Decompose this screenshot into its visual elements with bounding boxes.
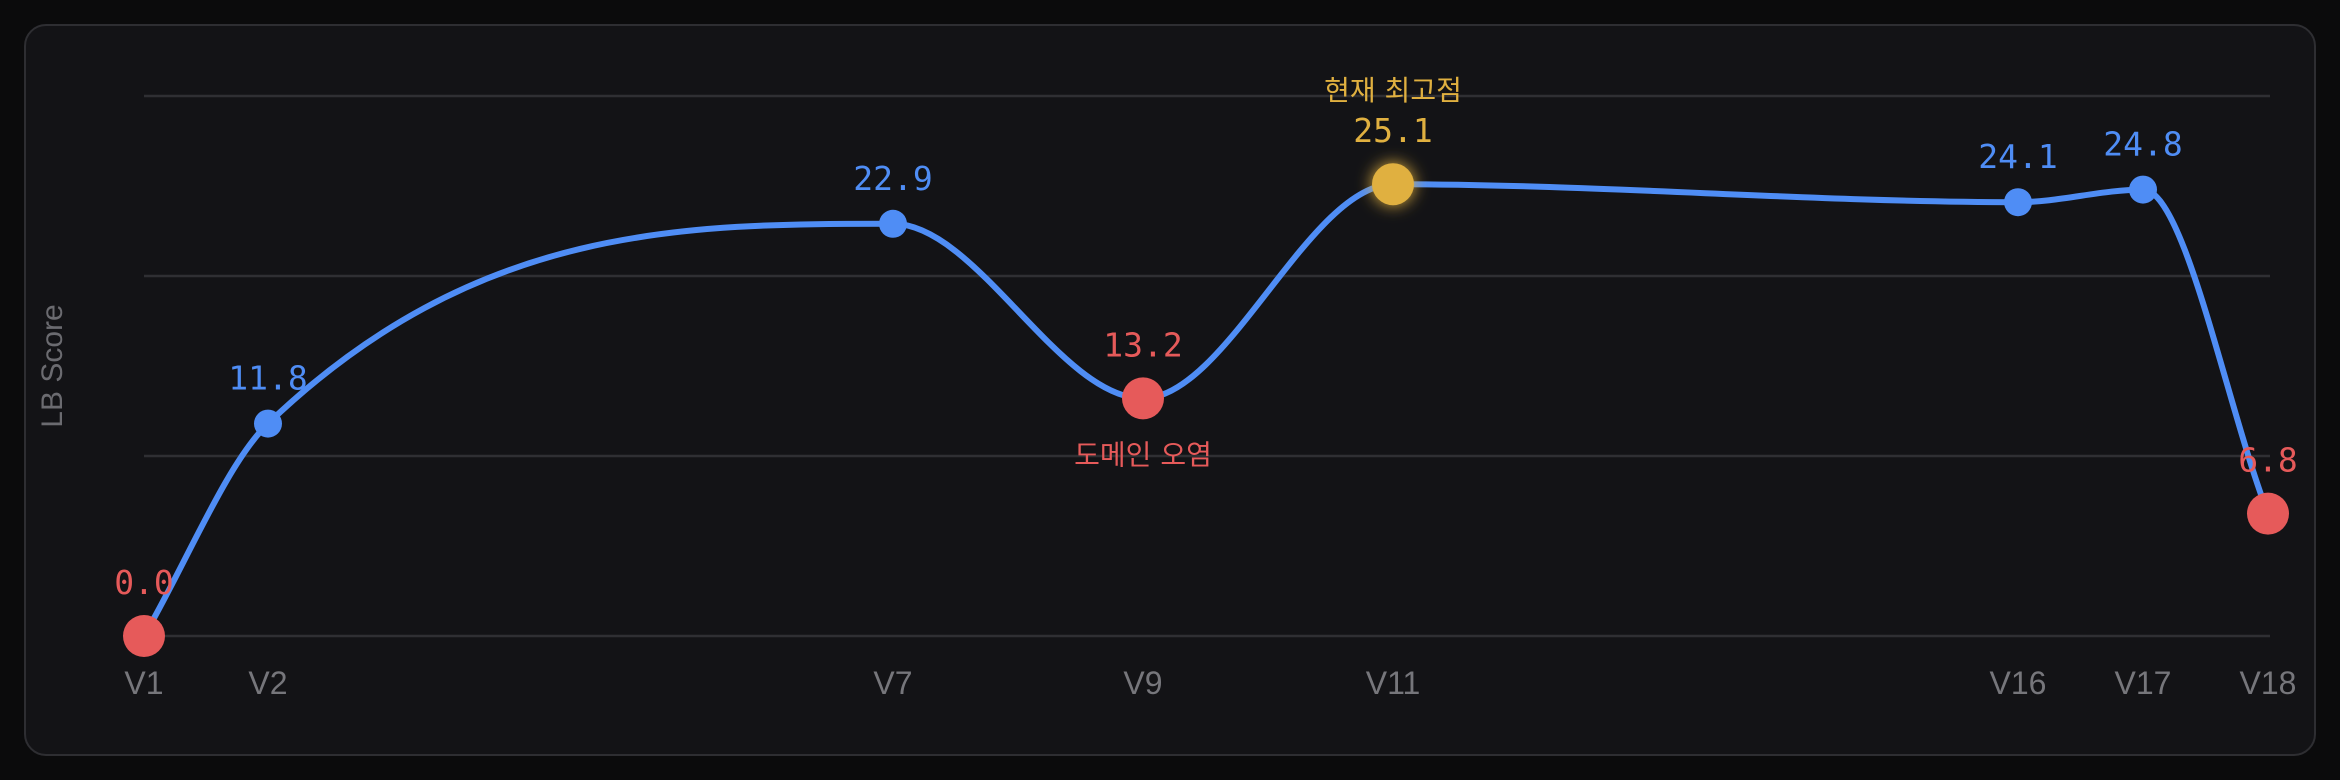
value-label-v17: 24.8 bbox=[2103, 125, 2182, 164]
x-tick-v9: V9 bbox=[1123, 665, 1162, 701]
point-v1 bbox=[123, 615, 165, 657]
x-tick-v17: V17 bbox=[2115, 665, 2172, 701]
point-v9 bbox=[1122, 377, 1164, 420]
data-points bbox=[123, 163, 2289, 657]
value-label-v9: 13.2 bbox=[1103, 325, 1182, 364]
annotation-v9: 도메인 오염 bbox=[1074, 438, 1212, 471]
series-line-path bbox=[141, 181, 2271, 639]
x-tick-v1: V1 bbox=[124, 665, 163, 701]
point-v18 bbox=[2247, 492, 2289, 535]
point-v2 bbox=[254, 409, 282, 438]
point-v16 bbox=[2004, 188, 2032, 217]
point-v17 bbox=[2129, 175, 2157, 204]
value-label-v7: 22.9 bbox=[853, 159, 932, 198]
x-tick-v2: V2 bbox=[248, 665, 287, 701]
value-label-v11: 25.1 bbox=[1353, 111, 1432, 150]
y-axis-label: LB Score bbox=[36, 304, 69, 427]
x-tick-v11: V11 bbox=[1366, 665, 1421, 701]
x-tick-v7: V7 bbox=[873, 665, 912, 701]
value-label-v18: 6.8 bbox=[2238, 441, 2298, 480]
point-v7 bbox=[879, 209, 907, 238]
annotation-v11: 현재 최고점 bbox=[1324, 74, 1462, 107]
annotations: 도메인 오염 현재 최고점 bbox=[1074, 74, 1462, 471]
point-v11 bbox=[1372, 163, 1414, 206]
value-label-v2: 11.8 bbox=[228, 359, 307, 398]
series-line bbox=[141, 181, 2271, 639]
x-tick-v16: V16 bbox=[1990, 665, 2047, 701]
value-label-v16: 24.1 bbox=[1978, 137, 2057, 176]
x-tick-labels: V1 V2 V7 V9 V11 V16 V17 V18 bbox=[124, 665, 2296, 701]
data-labels: 0.0 11.8 22.9 13.2 25.1 24.1 24.8 6.8 bbox=[114, 111, 2298, 602]
x-tick-v18: V18 bbox=[2240, 665, 2297, 701]
value-label-v1: 0.0 bbox=[114, 563, 174, 602]
